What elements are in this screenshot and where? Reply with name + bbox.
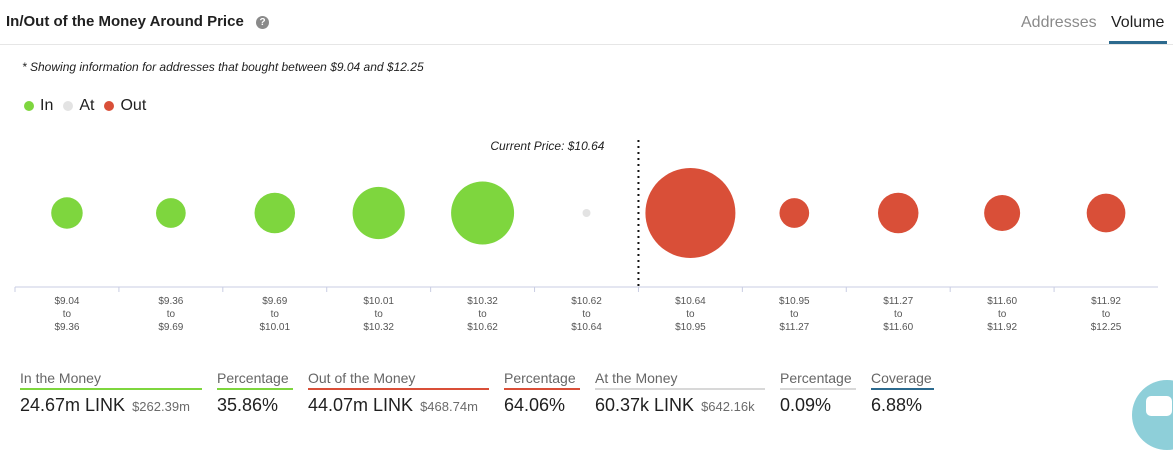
tick-label-to: $9.69 [158,322,183,333]
bubble-in [451,181,515,245]
legend-item-in[interactable]: In [24,97,53,115]
stat-value: 60.37k LINK $642.16k [595,395,755,415]
stat-label: Coverage [871,370,934,390]
tick-label-to: $10.64 [571,322,602,333]
bubble-out [984,195,1021,231]
tick-label-from: $10.95 [779,296,810,307]
tick-label-connector: to [63,309,72,320]
chart-legend: In At Out [24,96,156,116]
stat-label: At the Money [595,370,765,390]
bubble-in [51,197,83,229]
legend-swatch-at [63,101,74,111]
tick-label-to: $10.01 [259,322,290,333]
tick-label-connector: to [271,309,280,320]
stat-out-percentage: Percentage 64.06% [504,370,580,416]
stat-value: 6.88% [871,395,923,415]
tick-label-connector: to [894,309,903,320]
stat-at-percentage: Percentage 0.09% [780,370,856,416]
tick-label-to: $10.95 [675,322,706,333]
bubble-in [254,192,296,234]
active-tab-indicator [1109,41,1167,44]
stat-at-the-money: At the Money 60.37k LINK $642.16k [595,370,765,416]
tab-volume[interactable]: Volume [1111,14,1165,31]
bubble-in [156,198,186,228]
current-price-label: Current Price: $10.64 [490,139,604,153]
tick-label-from: $10.32 [467,296,498,307]
tick-label-connector: to [686,309,695,320]
legend-label-at: At [79,97,95,114]
stat-value: 44.07m LINK $468.74m [308,395,478,415]
tick-label-connector: to [1102,309,1111,320]
legend-item-out[interactable]: Out [104,97,146,115]
legend-label-out: Out [120,97,147,114]
stat-in-percentage: Percentage 35.86% [217,370,293,416]
legend-swatch-out [104,101,115,111]
stat-label: In the Money [20,370,202,390]
tick-label-from: $11.92 [1091,296,1121,307]
tick-label-to: $11.92 [987,322,1017,333]
info-note: * Showing information for addresses that… [22,60,424,74]
tick-label-connector: to [998,309,1007,320]
tick-label-to: $11.27 [779,322,809,333]
tick-label-from: $10.62 [571,296,602,307]
stat-label: Percentage [504,370,580,390]
stat-in-the-money: In the Money 24.67m LINK $262.39m [20,370,202,416]
bubble-out [645,168,736,258]
stat-value: 64.06% [504,395,566,415]
stat-value: 35.86% [217,395,279,415]
tick-label-connector: to [375,309,384,320]
stat-label: Percentage [780,370,856,390]
tick-label-from: $9.36 [158,296,183,307]
stat-label: Percentage [217,370,293,390]
summary-stats: In the Money 24.67m LINK $262.39m Percen… [0,370,1173,434]
stat-out-of-the-money: Out of the Money 44.07m LINK $468.74m [308,370,489,416]
tick-label-from: $9.04 [54,296,79,307]
stat-value: 0.09% [780,395,832,415]
tick-label-to: $10.62 [467,322,498,333]
tick-label-from: $11.27 [883,296,913,307]
stat-value: 24.67m LINK $262.39m [20,395,190,415]
bubble-out [779,198,810,228]
tick-label-connector: to [478,309,487,320]
tick-label-to: $11.60 [883,322,913,333]
tick-label-connector: to [167,309,176,320]
tick-label-from: $10.64 [675,296,706,307]
stat-label: Out of the Money [308,370,489,390]
bubble-out [877,192,919,234]
chat-bubble-icon [1146,396,1172,416]
header: In/Out of the Money Around Price ? Addre… [0,0,1173,45]
bubble-at [582,209,591,217]
legend-item-at[interactable]: At [63,97,94,115]
tick-label-connector: to [582,309,591,320]
tick-label-from: $10.01 [363,296,394,307]
bubble-in [352,186,405,240]
question-circle-icon[interactable]: ? [256,16,269,29]
bubble-out [1086,193,1126,233]
bubble-chart: $9.04 to $9.36 $9.36 to $9.69 $9.69 to $10.01 $10… [14,139,1158,333]
tick-label-from: $9.69 [262,296,287,307]
tick-label-to: $12.25 [1091,322,1122,333]
page-title: In/Out of the Money Around Price [6,13,244,30]
legend-swatch-in [24,101,34,111]
tick-label-to: $10.32 [363,322,394,333]
tick-label-connector: to [790,309,799,320]
tab-addresses[interactable]: Addresses [1021,14,1097,31]
tick-label-to: $9.36 [54,322,79,333]
tick-label-from: $11.60 [987,296,1017,307]
stat-coverage: Coverage 6.88% [871,370,934,416]
legend-label-in: In [40,97,54,114]
